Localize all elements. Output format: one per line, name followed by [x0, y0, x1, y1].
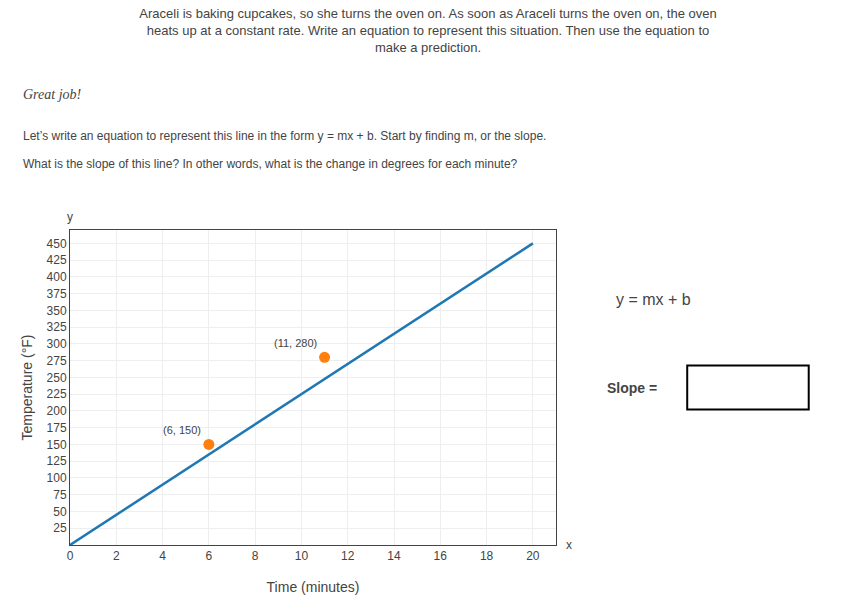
svg-text:x: x: [566, 538, 572, 552]
svg-text:What is the slope of this line: What is the slope of this line? In other…: [23, 157, 518, 171]
svg-text:14: 14: [387, 549, 401, 563]
svg-text:Araceli is baking cupcakes, so: Araceli is baking cupcakes, so she turns…: [139, 6, 716, 55]
svg-text:350: 350: [47, 304, 67, 318]
svg-text:Let’s write an equation to rep: Let’s write an equation to represent thi…: [23, 129, 546, 143]
svg-text:250: 250: [47, 371, 67, 385]
svg-text:450: 450: [47, 237, 67, 251]
svg-text:175: 175: [47, 421, 67, 435]
svg-text:225: 225: [47, 387, 67, 401]
svg-text:(11, 280): (11, 280): [274, 337, 317, 349]
svg-text:10: 10: [295, 549, 309, 563]
svg-text:25: 25: [53, 521, 67, 535]
svg-text:275: 275: [47, 354, 67, 368]
svg-text:400: 400: [47, 270, 67, 284]
svg-text:20: 20: [526, 549, 540, 563]
svg-text:y = mx + b: y = mx + b: [616, 291, 691, 308]
svg-text:4: 4: [159, 549, 166, 563]
svg-text:(6, 150): (6, 150): [163, 424, 201, 436]
svg-text:Temperature (°F): Temperature (°F): [19, 335, 35, 441]
svg-text:Great job!: Great job!: [23, 87, 82, 102]
svg-text:125: 125: [47, 454, 67, 468]
svg-text:200: 200: [47, 404, 67, 418]
svg-text:12: 12: [341, 549, 355, 563]
svg-text:Time (minutes): Time (minutes): [267, 579, 360, 595]
svg-text:8: 8: [252, 549, 259, 563]
svg-text:2: 2: [113, 549, 120, 563]
svg-text:300: 300: [47, 337, 67, 351]
svg-text:50: 50: [53, 505, 67, 519]
svg-text:0: 0: [67, 549, 74, 563]
svg-text:6: 6: [206, 549, 213, 563]
svg-text:150: 150: [47, 438, 67, 452]
svg-text:18: 18: [480, 549, 494, 563]
svg-text:y: y: [67, 210, 73, 224]
svg-text:375: 375: [47, 287, 67, 301]
svg-text:325: 325: [47, 320, 67, 334]
svg-text:425: 425: [47, 253, 67, 267]
svg-text:16: 16: [434, 549, 448, 563]
svg-text:75: 75: [53, 488, 67, 502]
svg-text:Slope =: Slope =: [607, 380, 661, 396]
svg-text:100: 100: [47, 471, 67, 485]
